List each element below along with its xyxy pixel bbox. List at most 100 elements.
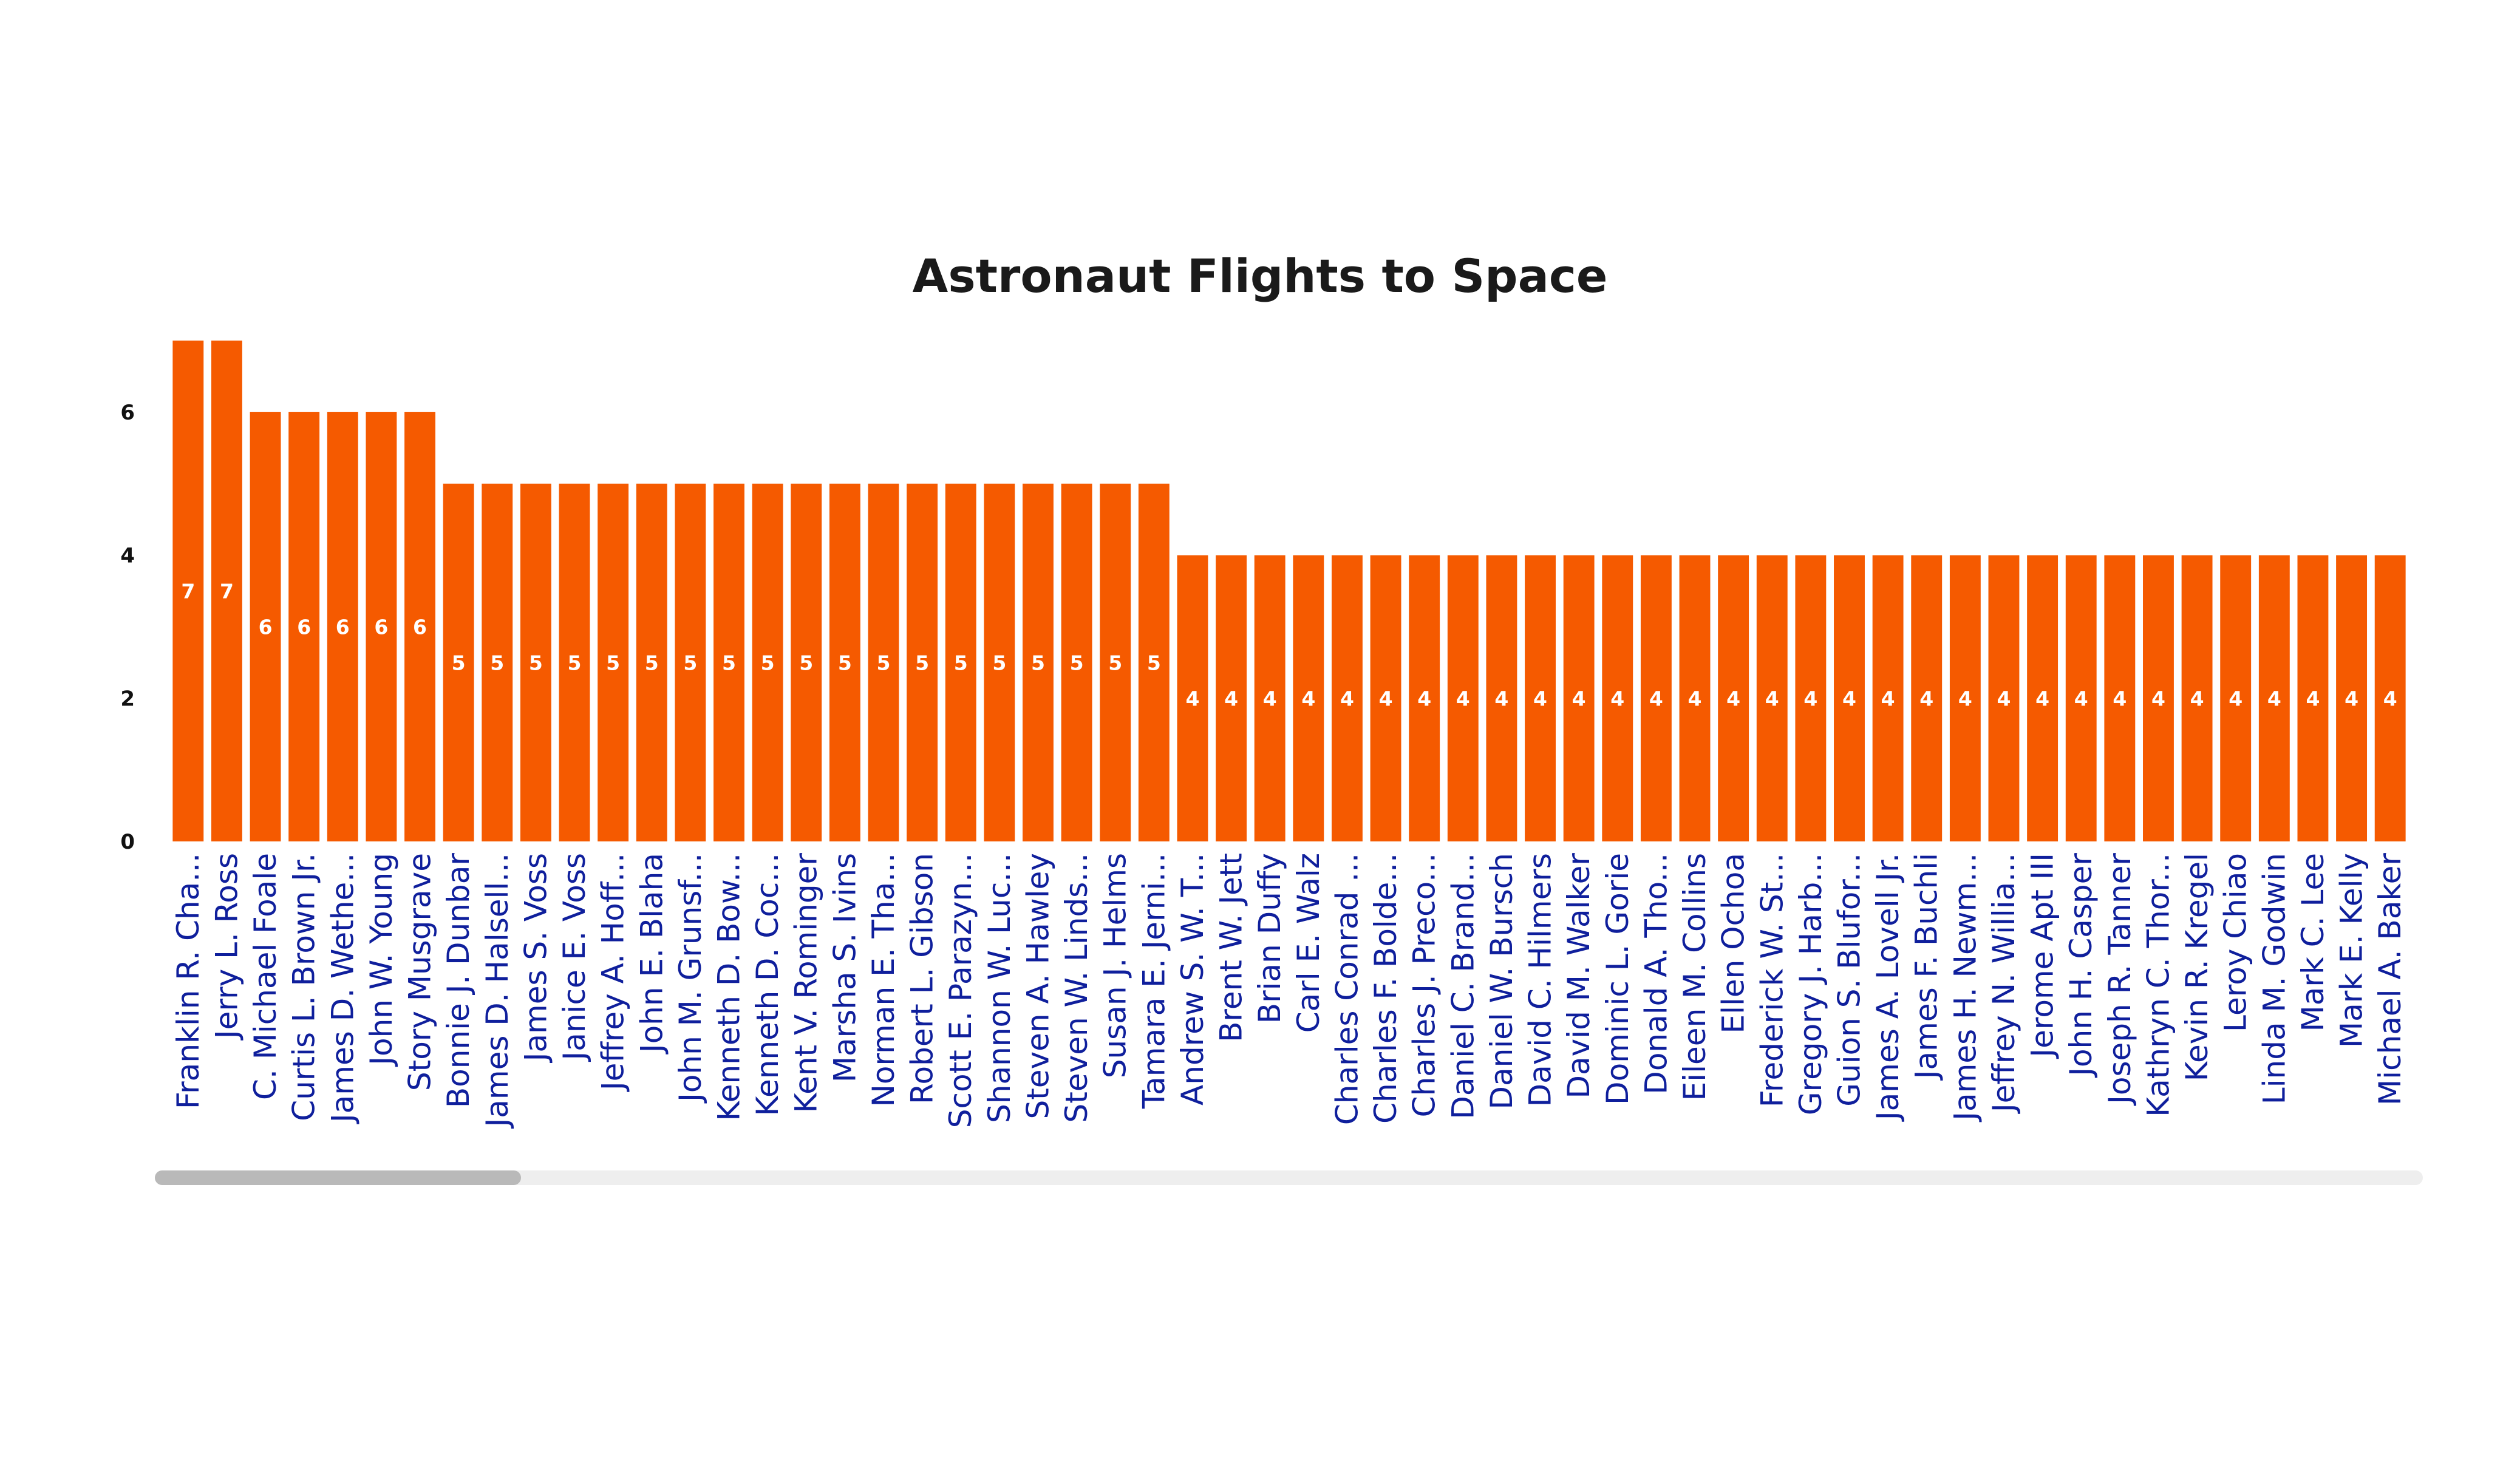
- bar[interactable]: [1640, 555, 1672, 841]
- x-tick-label: Kevin R. Kregel: [2179, 853, 2215, 1081]
- bar[interactable]: [2143, 555, 2174, 841]
- y-tick-label: 0: [120, 830, 135, 854]
- bar-data-label: 6: [413, 615, 427, 639]
- bar-data-label: 4: [1301, 687, 1315, 710]
- scrollbar-thumb[interactable]: [155, 1170, 521, 1185]
- bar[interactable]: [1872, 555, 1904, 841]
- bar[interactable]: [404, 412, 435, 841]
- bar-data-label: 4: [2035, 687, 2049, 710]
- bar[interactable]: [2220, 555, 2252, 841]
- y-tick-label: 2: [120, 687, 135, 711]
- bar[interactable]: [482, 483, 513, 841]
- bar[interactable]: [1023, 483, 1054, 841]
- bar-data-label: 4: [2267, 687, 2281, 710]
- x-tick-label: Marsha S. Ivins: [827, 853, 862, 1082]
- bar-data-label: 4: [1185, 687, 1199, 710]
- bar-data-label: 7: [181, 580, 195, 603]
- bar[interactable]: [636, 483, 667, 841]
- x-tick-label: Jerome Apt III: [2025, 853, 2060, 1059]
- bar-data-label: 5: [722, 651, 736, 674]
- bar[interactable]: [598, 483, 629, 841]
- bar[interactable]: [1911, 555, 1943, 841]
- bar[interactable]: [713, 483, 744, 841]
- bar-data-label: 4: [1688, 687, 1702, 710]
- bar-data-label: 4: [1494, 687, 1508, 710]
- bar[interactable]: [2065, 555, 2097, 841]
- bar[interactable]: [366, 412, 397, 841]
- bar-data-label: 5: [529, 651, 543, 674]
- bar-data-label: 6: [336, 615, 350, 639]
- bar[interactable]: [1100, 483, 1131, 841]
- bar[interactable]: [1177, 555, 1208, 841]
- bar[interactable]: [2297, 555, 2329, 841]
- bar[interactable]: [250, 412, 281, 841]
- bar-data-label: 4: [1726, 687, 1740, 710]
- bar[interactable]: [520, 483, 551, 841]
- bar[interactable]: [752, 483, 783, 841]
- bar[interactable]: [1331, 555, 1363, 841]
- bar[interactable]: [945, 483, 976, 841]
- bar[interactable]: [1293, 555, 1324, 841]
- bar[interactable]: [327, 412, 358, 841]
- bar[interactable]: [675, 483, 706, 841]
- bar-data-label: 5: [1147, 651, 1161, 674]
- bar-data-label: 5: [1108, 651, 1122, 674]
- bar-data-label: 5: [606, 651, 620, 674]
- bar[interactable]: [288, 412, 320, 841]
- bar[interactable]: [2258, 555, 2290, 841]
- bar[interactable]: [1370, 555, 1401, 841]
- bar[interactable]: [1409, 555, 1440, 841]
- x-tick-label: Charles Conrad ...: [1329, 853, 1364, 1125]
- bar[interactable]: [1834, 555, 1865, 841]
- bar[interactable]: [1949, 555, 1981, 841]
- bar[interactable]: [1061, 483, 1092, 841]
- bar[interactable]: [1254, 555, 1286, 841]
- x-tick-label: James A. Lovell Jr.: [1870, 853, 1905, 1122]
- bar[interactable]: [1525, 555, 1556, 841]
- bar[interactable]: [2374, 555, 2406, 841]
- bar[interactable]: [2104, 555, 2136, 841]
- x-tick-label: Joseph R. Tanner: [2102, 853, 2137, 1106]
- bar[interactable]: [907, 483, 938, 841]
- bar[interactable]: [1563, 555, 1595, 841]
- x-tick-label: James S. Voss: [518, 853, 553, 1063]
- bar[interactable]: [1486, 555, 1517, 841]
- bar[interactable]: [443, 483, 474, 841]
- bar[interactable]: [172, 341, 204, 841]
- bar[interactable]: [2027, 555, 2059, 841]
- bar[interactable]: [1988, 555, 2020, 841]
- bar[interactable]: [1447, 555, 1479, 841]
- bar-data-label: 5: [490, 651, 504, 674]
- bar[interactable]: [984, 483, 1015, 841]
- bar[interactable]: [1679, 555, 1711, 841]
- x-tick-label: Brent W. Jett: [1214, 853, 1249, 1042]
- horizontal-scrollbar[interactable]: [155, 1170, 2423, 1185]
- x-tick-label: Susan J. Helms: [1098, 853, 1133, 1078]
- x-tick-label: Kathryn C. Thor...: [2140, 853, 2176, 1117]
- bar[interactable]: [868, 483, 899, 841]
- x-tick-label: Robert L. Gibson: [905, 853, 940, 1104]
- bar[interactable]: [211, 341, 242, 841]
- bars-group: [172, 341, 2406, 841]
- bar[interactable]: [791, 483, 822, 841]
- bar-data-label: 4: [1610, 687, 1624, 710]
- bar[interactable]: [559, 483, 590, 841]
- bar-data-label: 4: [1803, 687, 1817, 710]
- bar-data-label: 5: [452, 651, 466, 674]
- bar-data-label: 6: [374, 615, 388, 639]
- bar[interactable]: [1795, 555, 1827, 841]
- bar-data-label: 4: [1997, 687, 2011, 710]
- bar[interactable]: [1602, 555, 1633, 841]
- bar[interactable]: [1216, 555, 1247, 841]
- bar[interactable]: [1718, 555, 1749, 841]
- bar[interactable]: [1756, 555, 1788, 841]
- x-tick-label: Eileen M. Collins: [1677, 853, 1712, 1101]
- bar-data-label: 4: [1572, 687, 1586, 710]
- bar[interactable]: [1138, 483, 1170, 841]
- bar[interactable]: [829, 483, 860, 841]
- bar-data-label: 4: [2345, 687, 2358, 710]
- x-tick-label: David C. Hilmers: [1523, 853, 1558, 1107]
- y-axis: 0 2 4 6: [120, 401, 135, 854]
- bar[interactable]: [2181, 555, 2213, 841]
- bar[interactable]: [2336, 555, 2368, 841]
